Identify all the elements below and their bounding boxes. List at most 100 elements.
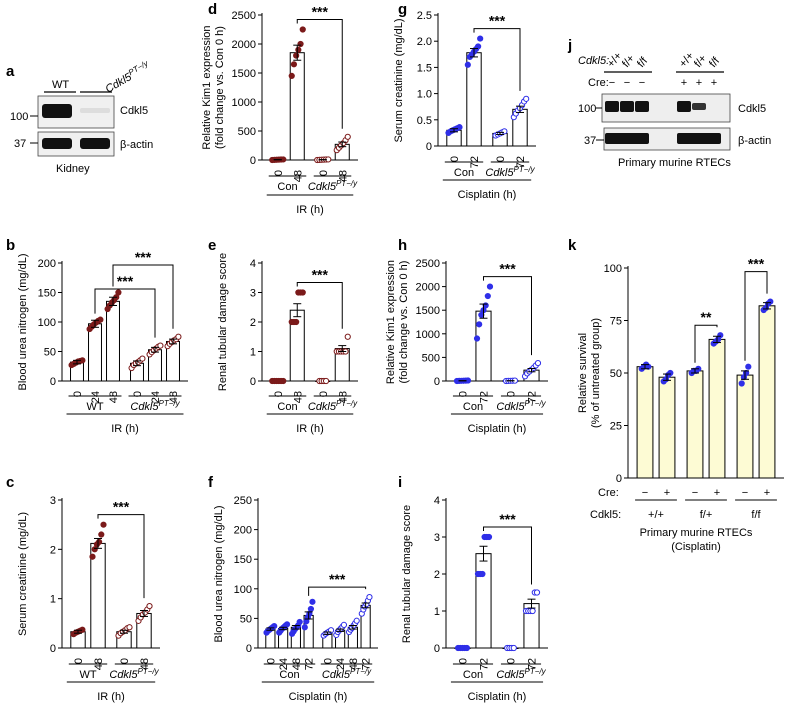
category-label: 0 [506,658,518,664]
j-band-5 [692,103,706,110]
y-tick-label: 1 [434,606,440,618]
y-tick-label: 1500 [232,68,256,80]
y-label-line1: Relative survival [577,333,589,413]
y-tick-label: 2500 [416,258,440,270]
category-label: 0 [449,156,461,162]
data-point [293,52,300,59]
panel-letter-e: e [208,237,216,254]
data-point [456,124,463,131]
bar [636,366,654,479]
category-label: − [642,487,648,499]
group-label: Cdkl5PT−/y [322,667,372,681]
group-label-gene: Cdkl5 [496,401,525,413]
y-tick-label: 0 [50,643,56,655]
panel-letter-f: f [208,474,214,491]
data-point [523,95,530,102]
data-point [485,533,493,541]
bar [88,323,102,382]
category-label: + [764,487,770,499]
group-label-gene: Cdkl5 [308,401,337,413]
panel-letter-i: i [398,474,402,491]
panel-letter-h: h [398,237,407,254]
data-point [340,621,348,629]
category-label: 72 [527,391,539,403]
x-axis-label: IR (h) [296,204,324,216]
group-label: Cdkl5PT−/y [485,165,535,179]
data-point [89,553,96,560]
data-point [344,133,351,140]
group-label: +/+ [648,509,664,521]
data-point [293,318,300,326]
band-wt-actin [42,138,72,149]
bar [289,52,305,161]
group-label: Cdkl5PT−/y [496,667,546,681]
significance-bracket [694,324,718,363]
j-band-label-actin: β-actin [738,135,771,147]
y-label-line2: (fold change vs. Con 0 h) [214,26,226,149]
x-axis-label: IR (h) [97,691,125,703]
group-label: Cdkl5PT−/y [308,399,358,413]
data-point [476,321,483,328]
j-band-3 [635,101,649,112]
category-label: 48 [292,391,304,403]
y-tick-label: 50 [240,613,252,625]
y-tick-label: 50 [610,368,622,380]
x-axis-label: Cisplatin (h) [468,423,527,435]
group-label: Con [463,669,483,681]
chart-d: 0 500 1000 1500 2000 2500 Relative Kim1 expres… [201,4,358,217]
category-label: − [742,487,748,499]
y-axis-label: Serum creatinine (mg/dL) [393,18,405,142]
data-point [146,602,153,610]
data-point [529,607,536,615]
data-point [91,546,98,553]
data-point [307,605,315,613]
category-label: 0 [132,391,144,397]
group-label-gene: Cdkl5 [109,669,138,681]
significance-label: *** [499,261,516,277]
row-label-cre: Cre: [598,487,619,499]
data-point [290,61,298,68]
y-tick-label: 1.0 [417,89,432,101]
category-label: 48 [168,391,180,403]
y-axis-label: Blood urea nitrogen (mg/dL) [17,254,29,391]
significance-label: *** [329,571,346,587]
data-point [295,46,302,53]
category-label: 48 [337,391,349,403]
data-point [667,369,674,377]
data-point [484,292,491,300]
mw-37: 37 [14,138,26,150]
data-point [344,333,351,340]
group-label-sup: PT−/y [336,399,358,408]
y-tick-label: 2000 [416,282,440,294]
category-label: 0 [273,170,285,176]
group-label: Con [277,181,297,193]
y-tick-label: 3 [250,288,256,300]
bar [106,300,120,382]
panel-letter-k: k [568,237,577,254]
j-caption: Primary murine RTECs [618,157,731,169]
x-axis-label-2: (Cisplatin) [671,541,721,553]
data-point [157,342,164,349]
data-point [297,40,304,48]
y-tick-label: 100 [38,317,56,329]
y-tick-label: 2.5 [417,10,432,22]
panel-letter-a: a [6,63,15,80]
category-label: 24 [150,391,162,403]
y-tick-label: 500 [422,352,440,364]
category-label: 0 [318,391,330,397]
y-tick-label: 3 [434,532,440,544]
group-label-sup: PT−/y [336,179,358,188]
j-band-label-cdkl5: Cdkl5 [738,103,766,115]
j-mw-37: 37 [584,135,596,147]
y-tick-label: 25 [610,421,622,433]
group-label: f/f [751,509,761,521]
data-point [486,283,494,290]
y-axis-label: Renal tubular damage score [217,253,229,391]
data-point [738,380,745,387]
group-label: Con [454,167,474,179]
x-axis-label: Cisplatin (h) [458,189,517,201]
category-label: + [664,487,670,499]
bar [736,374,754,479]
